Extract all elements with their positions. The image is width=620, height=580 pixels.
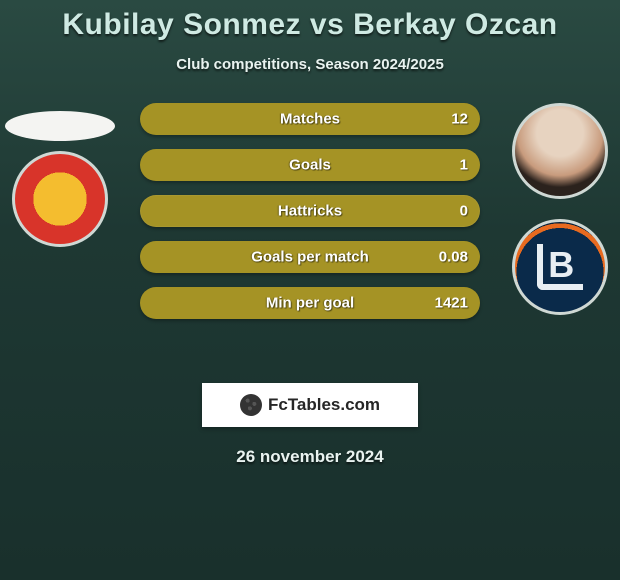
right-club-logo: B bbox=[512, 219, 608, 315]
stat-label: Goals bbox=[289, 157, 331, 174]
stat-label: Hattricks bbox=[278, 203, 342, 220]
right-player-column: B bbox=[500, 103, 620, 315]
stat-bars: Matches 12 Goals 1 Hattricks 0 Goals per match… bbox=[140, 103, 480, 319]
left-club-logo bbox=[12, 151, 108, 247]
stat-bar: Matches 12 bbox=[140, 103, 480, 135]
stat-bar: Goals per match 0.08 bbox=[140, 241, 480, 273]
page-title: Kubilay Sonmez vs Berkay Ozcan bbox=[0, 8, 620, 42]
infographic: Kubilay Sonmez vs Berkay Ozcan Club comp… bbox=[0, 0, 620, 580]
brand-text: FcTables.com bbox=[268, 395, 380, 415]
left-player-photo bbox=[5, 111, 115, 141]
stat-label: Matches bbox=[280, 111, 340, 128]
left-player-column bbox=[0, 103, 120, 247]
ball-icon bbox=[240, 394, 262, 416]
brand-badge: FcTables.com bbox=[202, 383, 418, 427]
stat-value-right: 0 bbox=[460, 203, 468, 220]
stat-value-right: 1 bbox=[460, 157, 468, 174]
stat-bar: Goals 1 bbox=[140, 149, 480, 181]
right-player-photo bbox=[512, 103, 608, 199]
stats-area: B Matches 12 Goals 1 Hattricks 0 Goals per mat… bbox=[0, 103, 620, 353]
stat-label: Goals per match bbox=[251, 249, 369, 266]
stat-bar: Min per goal 1421 bbox=[140, 287, 480, 319]
subtitle: Club competitions, Season 2024/2025 bbox=[0, 56, 620, 73]
date: 26 november 2024 bbox=[0, 447, 620, 467]
stat-value-right: 1421 bbox=[435, 295, 468, 312]
stat-label: Min per goal bbox=[266, 295, 354, 312]
stat-value-right: 0.08 bbox=[439, 249, 468, 266]
stat-value-right: 12 bbox=[451, 111, 468, 128]
stat-bar: Hattricks 0 bbox=[140, 195, 480, 227]
